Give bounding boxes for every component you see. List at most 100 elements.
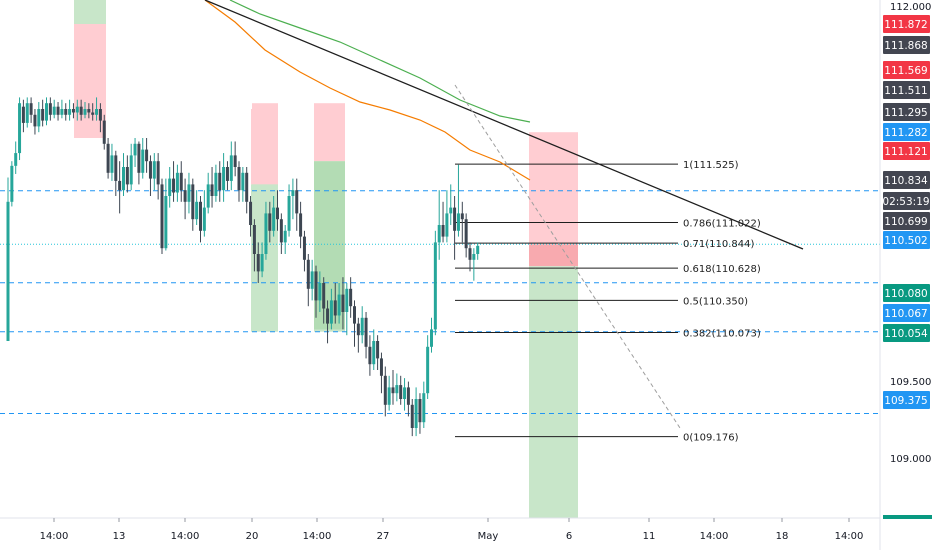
candle-body bbox=[472, 254, 476, 260]
candle-body bbox=[245, 172, 249, 202]
moving-averages bbox=[204, 0, 531, 181]
fib-level-label: 0.71(110.844) bbox=[683, 239, 755, 250]
candle-body bbox=[387, 387, 391, 405]
candle-body bbox=[403, 387, 407, 399]
candle-body bbox=[206, 184, 210, 208]
time-tick-label: 11 bbox=[643, 531, 656, 542]
candle-body bbox=[48, 103, 52, 115]
candle-body bbox=[83, 109, 87, 115]
candle-body bbox=[441, 225, 445, 237]
candle-body bbox=[152, 161, 156, 179]
fibonacci-retracement[interactable]: 1(111.525) 0.786(111.022) 0.71(110.844) 0.6… bbox=[455, 160, 761, 444]
price-badge[interactable] bbox=[883, 36, 930, 54]
candle-body bbox=[241, 172, 245, 191]
candle-body bbox=[214, 172, 218, 196]
candle-body bbox=[395, 385, 399, 394]
candle-body bbox=[229, 155, 233, 181]
candle-body bbox=[433, 242, 437, 330]
price-badge[interactable] bbox=[883, 15, 930, 33]
candle-body bbox=[168, 178, 172, 196]
candle-body bbox=[476, 245, 480, 254]
candle-body bbox=[426, 346, 430, 394]
candle-body bbox=[322, 283, 326, 309]
candle-body bbox=[391, 387, 395, 394]
candle-body bbox=[364, 317, 368, 347]
fib-level-label: 0(109.176) bbox=[683, 433, 739, 444]
candle-body bbox=[233, 155, 237, 167]
candle-body bbox=[122, 167, 125, 191]
price-badge[interactable] bbox=[883, 103, 930, 121]
price-badge-label: 110.502 bbox=[884, 235, 927, 247]
price-badge-label: 110.067 bbox=[884, 308, 927, 320]
chart-plot-area[interactable]: 1(111.525) 0.786(111.022) 0.71(110.844) 0.6… bbox=[0, 0, 880, 518]
price-axis[interactable]: 112.000 109.500 109.000 111.872 111.868 111.5… bbox=[879, 0, 932, 550]
candle-body bbox=[460, 213, 464, 220]
candle-body bbox=[225, 167, 229, 181]
candle-body bbox=[52, 106, 56, 115]
price-badge[interactable] bbox=[883, 231, 930, 249]
fib-level-label: 0.618(110.628) bbox=[683, 264, 761, 275]
candle-body bbox=[91, 112, 95, 115]
candle-body bbox=[218, 172, 222, 191]
candle-body bbox=[118, 180, 122, 191]
price-badge[interactable] bbox=[883, 304, 930, 322]
candle-body bbox=[202, 207, 206, 231]
price-badge[interactable] bbox=[883, 81, 930, 99]
candle-body bbox=[256, 254, 260, 272]
price-badge-label: 111.868 bbox=[884, 40, 927, 52]
time-tick-label: 27 bbox=[377, 531, 390, 542]
price-badge[interactable] bbox=[883, 324, 930, 342]
projection-dashed-line[interactable] bbox=[454, 84, 681, 429]
price-badge[interactable] bbox=[883, 192, 930, 210]
candle-body bbox=[437, 225, 441, 243]
fib-level-label: 0.786(111.022) bbox=[683, 218, 761, 229]
candle-body bbox=[156, 161, 160, 185]
price-tick-label: 112.000 bbox=[890, 2, 931, 13]
candle-body bbox=[376, 341, 380, 359]
candle-body bbox=[399, 385, 403, 399]
candle-body bbox=[141, 149, 145, 173]
candle-body bbox=[64, 109, 68, 115]
price-badge[interactable] bbox=[883, 61, 930, 79]
time-tick-label: 13 bbox=[113, 531, 126, 542]
candle-body bbox=[98, 109, 102, 121]
price-badge-label: 111.282 bbox=[884, 127, 927, 139]
candle-body bbox=[353, 306, 356, 324]
price-badge-label: 111.569 bbox=[884, 65, 927, 77]
price-badge[interactable] bbox=[883, 284, 930, 302]
price-badge[interactable] bbox=[883, 391, 930, 409]
price-badge-label: 110.834 bbox=[884, 175, 928, 187]
price-badge-label: 110.054 bbox=[884, 328, 928, 340]
price-badge[interactable] bbox=[883, 123, 930, 141]
candle-body bbox=[276, 207, 279, 220]
candle-body bbox=[360, 317, 364, 336]
candle-body bbox=[314, 271, 318, 301]
candle-body bbox=[372, 341, 376, 365]
time-tick-label: 14:00 bbox=[700, 531, 729, 542]
past-position-loss-zone bbox=[74, 24, 106, 138]
time-tick-label: 20 bbox=[246, 531, 259, 542]
candle-body bbox=[456, 213, 460, 231]
price-badge[interactable] bbox=[883, 212, 930, 230]
candle-body bbox=[210, 184, 214, 196]
candle-body bbox=[133, 143, 137, 156]
time-tick-label: 14:00 bbox=[303, 531, 332, 542]
price-badge[interactable] bbox=[883, 142, 930, 160]
candle-body bbox=[272, 207, 276, 231]
candle-body bbox=[33, 114, 37, 127]
price-badge[interactable] bbox=[883, 171, 930, 189]
trendline[interactable] bbox=[204, 0, 804, 250]
time-axis[interactable]: 14:00 13 14:00 20 14:00 27 May 6 11 14:00 18 14:00 bbox=[0, 517, 880, 550]
short-position-target-zone[interactable] bbox=[529, 266, 578, 518]
candle-body bbox=[383, 375, 387, 405]
candle-body bbox=[25, 103, 29, 123]
candle-body bbox=[318, 283, 322, 301]
candle-body bbox=[187, 184, 191, 202]
candle-body bbox=[345, 288, 349, 312]
trend-drawings[interactable] bbox=[204, 0, 804, 429]
candle-body bbox=[129, 155, 133, 185]
candle-body bbox=[237, 167, 241, 191]
candle-body bbox=[291, 190, 295, 196]
short-position-stop-zone[interactable] bbox=[529, 132, 578, 245]
